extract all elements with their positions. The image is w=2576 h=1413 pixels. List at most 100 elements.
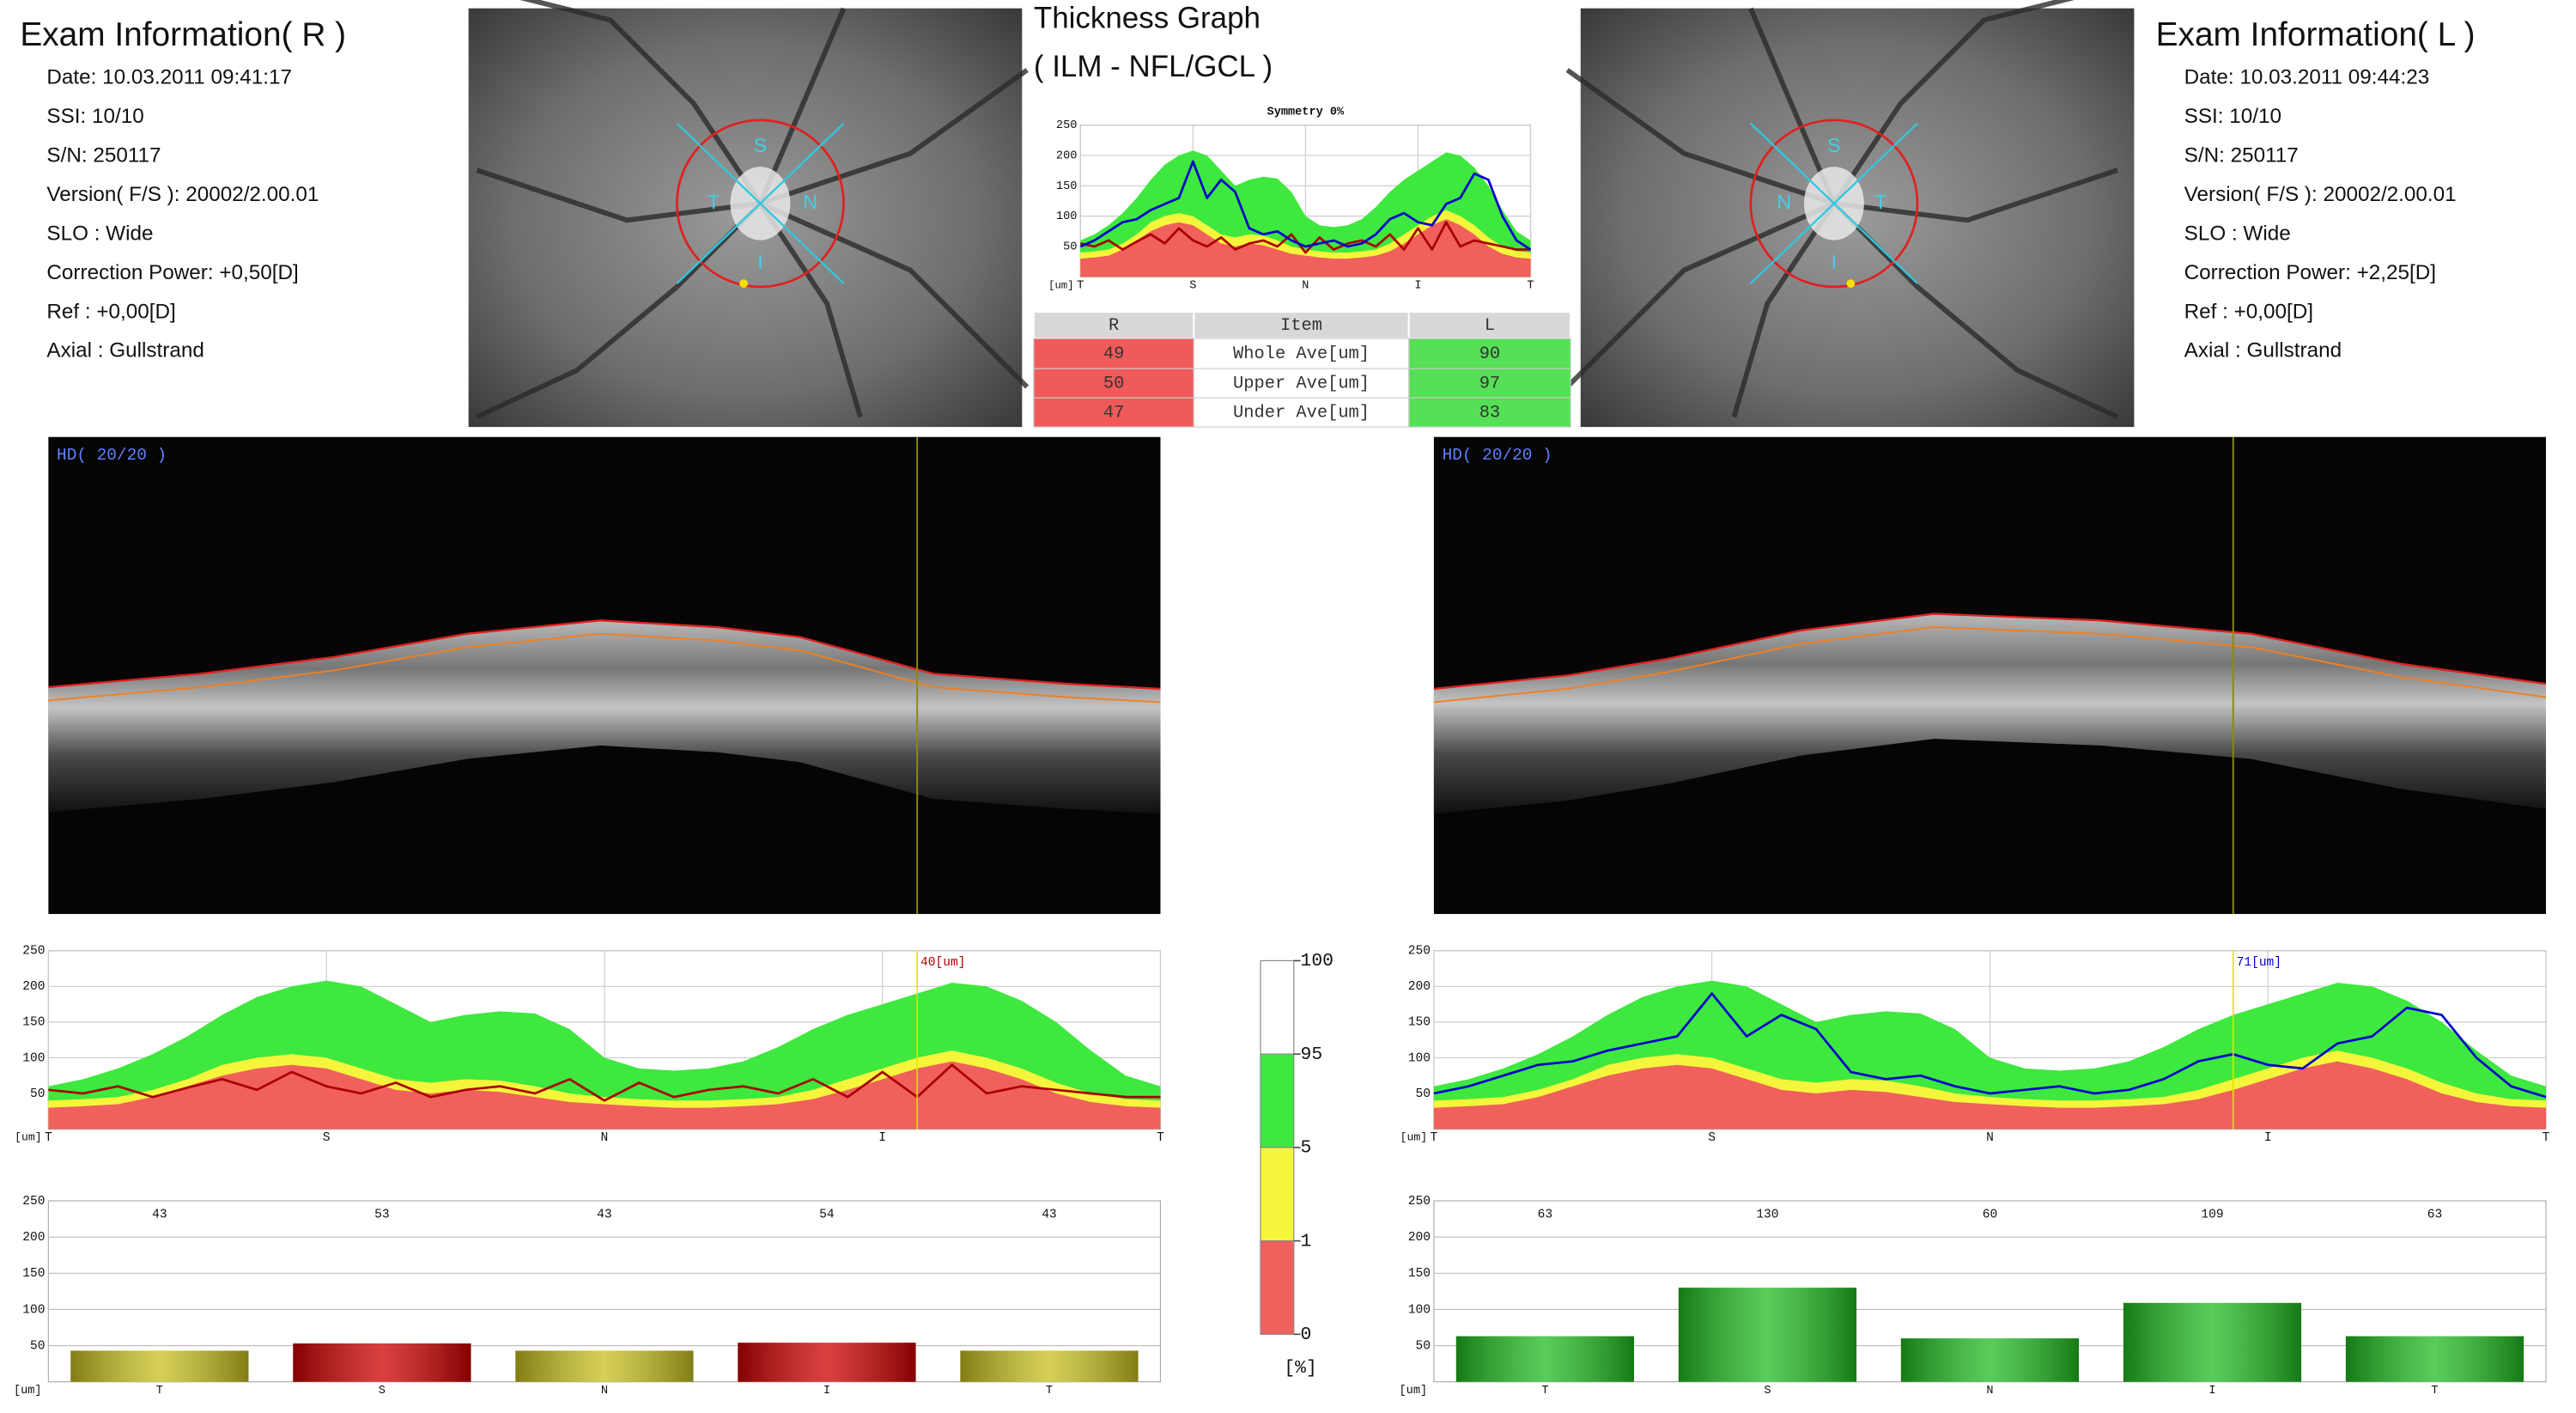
y-tick-label: 250 xyxy=(22,945,45,959)
y-tick-label: 100 xyxy=(22,1303,45,1317)
table-cell xyxy=(1408,397,1571,428)
table-value: Under Ave[um] xyxy=(1233,403,1370,423)
vessel xyxy=(1833,167,2118,223)
vessel xyxy=(757,7,847,205)
exam-line: Version( F/S ): 20002/2.00.01 xyxy=(2184,183,2457,206)
scale-label: 1 xyxy=(1301,1231,1312,1252)
cursor-label: 71[um] xyxy=(2237,956,2281,970)
scale-segment xyxy=(1260,959,1295,1055)
y-tick-label: 250 xyxy=(1056,119,1077,132)
scale-label: 95 xyxy=(1301,1045,1323,1065)
table-header-cell xyxy=(1193,311,1410,340)
exam-line: Correction Power: +0,50[D] xyxy=(46,261,298,284)
vessel xyxy=(758,202,863,418)
thickness-line xyxy=(1433,992,2547,1099)
y-tick-label: 100 xyxy=(1408,1051,1431,1065)
x-tick-label: N xyxy=(1302,280,1309,293)
retina-layer xyxy=(1433,613,2547,814)
vessel xyxy=(759,68,1029,206)
y-tick-label: 50 xyxy=(1416,1339,1431,1353)
oct-label: HD( 20/20 ) xyxy=(57,446,167,465)
x-tick-label: I xyxy=(2208,1385,2215,1398)
x-tick-label: T xyxy=(1541,1385,1548,1398)
thickness-line xyxy=(1079,160,1532,251)
bar-shading xyxy=(515,1350,694,1382)
x-tick-label: I xyxy=(878,1131,886,1145)
x-tick-label: T xyxy=(1157,1131,1164,1145)
y-tick-label: 100 xyxy=(22,1051,45,1065)
exam-line: S/N: 250117 xyxy=(46,144,161,167)
exam-line: Axial : Gullstrand xyxy=(46,339,204,362)
scale-segment xyxy=(1260,1147,1295,1242)
x-tick-label: S xyxy=(323,1131,331,1145)
nfl-line xyxy=(48,632,1161,703)
x-tick-label: I xyxy=(1414,280,1421,293)
exam-line: S/N: 250117 xyxy=(2184,144,2299,167)
scale-segment xyxy=(1260,1053,1295,1148)
nfl-line xyxy=(1433,626,2547,703)
exam-title: Exam Information( L ) xyxy=(2156,16,2476,53)
vessel xyxy=(1748,7,1837,205)
x-tick-label: S xyxy=(1189,280,1196,293)
vessel xyxy=(1565,201,1836,389)
chart-title: Symmetry 0% xyxy=(1267,107,1345,119)
normative-band xyxy=(48,1061,1161,1130)
bar-value-label: 130 xyxy=(1756,1208,1778,1221)
bar-value-label: 63 xyxy=(2427,1208,2442,1221)
axis-unit: [um] xyxy=(15,1131,41,1144)
bar-shading xyxy=(293,1343,471,1382)
y-tick-label: 250 xyxy=(1408,945,1431,959)
axis-unit: [um] xyxy=(14,1385,42,1398)
exam-line: Date: 10.03.2011 09:44:23 xyxy=(2184,66,2430,89)
exam-line: SLO : Wide xyxy=(46,222,153,245)
y-tick-label: 200 xyxy=(1408,1231,1431,1245)
bar-value-label: 109 xyxy=(2201,1208,2223,1221)
ilm-line xyxy=(48,619,1161,691)
scan-start xyxy=(739,279,748,288)
y-tick-label: 150 xyxy=(22,1016,45,1030)
orientation-label: S xyxy=(1827,134,1841,156)
bar-shading xyxy=(1678,1288,1857,1382)
exam-line: Ref : +0,00[D] xyxy=(2184,300,2313,323)
x-tick-label: T xyxy=(1046,1385,1053,1398)
y-tick-label: 50 xyxy=(1063,241,1077,254)
scan-circle xyxy=(676,119,845,289)
x-tick-label: N xyxy=(1986,1385,1993,1398)
orientation-label: T xyxy=(708,191,720,213)
scan-axis xyxy=(676,122,845,284)
y-tick-label: 100 xyxy=(1408,1303,1431,1317)
x-tick-label: T xyxy=(1077,280,1084,293)
exam-title: Exam Information( R ) xyxy=(20,16,346,53)
vessel xyxy=(1832,0,2075,205)
exam-line: Ref : +0,00[D] xyxy=(46,300,175,323)
axis-unit: [um] xyxy=(1400,1131,1427,1144)
y-tick-label: 50 xyxy=(30,1087,45,1101)
bar-shading xyxy=(2123,1302,2302,1382)
normative-band xyxy=(1433,1061,2547,1130)
bar-value-label: 43 xyxy=(152,1208,167,1221)
vessel xyxy=(519,0,762,205)
exam-line: Version( F/S ): 20002/2.00.01 xyxy=(46,183,319,206)
y-tick-label: 200 xyxy=(1408,980,1431,994)
table-value: Whole Ave[um] xyxy=(1233,344,1370,364)
ilm-line xyxy=(1433,612,2547,691)
x-tick-label: T xyxy=(2543,1131,2550,1145)
orientation-label: N xyxy=(803,191,817,213)
table-value: 50 xyxy=(1103,374,1124,393)
y-tick-label: 150 xyxy=(1408,1267,1431,1281)
orientation-label: N xyxy=(1777,191,1791,213)
table-header: L xyxy=(1485,316,1495,336)
retina-layer xyxy=(48,620,1161,814)
vessel xyxy=(476,201,762,420)
axis-unit: [um] xyxy=(1048,279,1073,291)
bar-value-label: 43 xyxy=(597,1208,611,1221)
x-tick-label: N xyxy=(601,1385,608,1398)
table-cell xyxy=(1193,397,1410,428)
scan-axis xyxy=(1750,122,1918,284)
bar-shading xyxy=(960,1350,1139,1382)
table-cell xyxy=(1408,338,1571,369)
table-value: 47 xyxy=(1103,403,1124,423)
table-value: 97 xyxy=(1479,374,1500,393)
